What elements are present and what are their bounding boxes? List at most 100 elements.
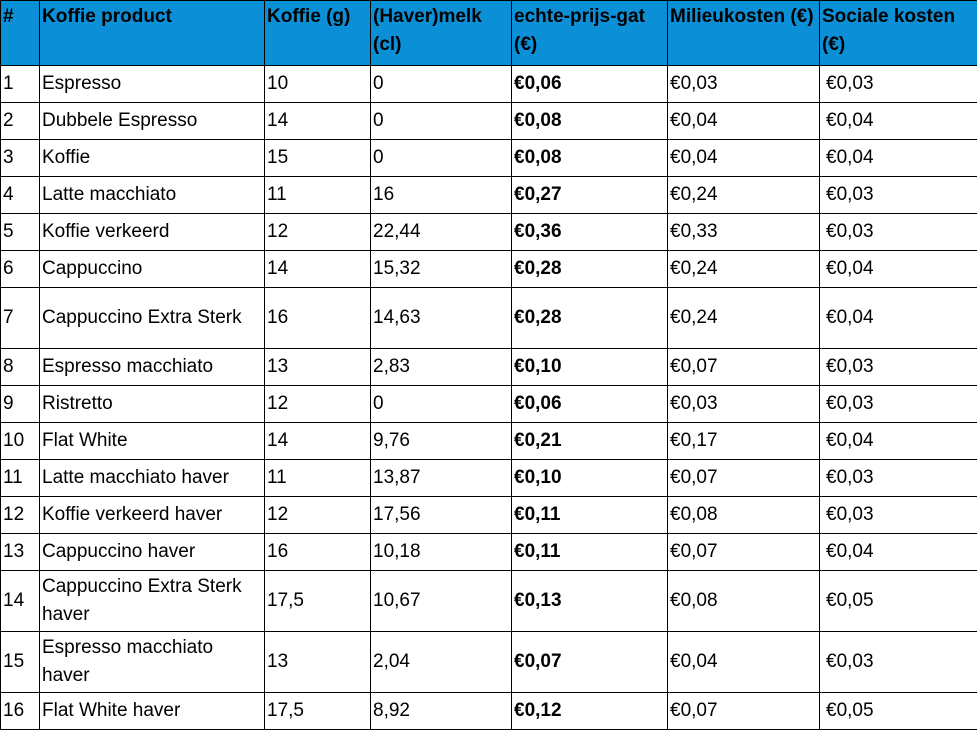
cell-number: 15 (0, 631, 40, 693)
cell-social: €0,03 (819, 496, 977, 534)
cell-product: Koffie verkeerd (39, 213, 265, 251)
cell-environmental: €0,24 (667, 287, 820, 349)
cell-coffee: 14 (264, 250, 371, 288)
cell-number: 2 (0, 102, 40, 140)
cell-product: Cappuccino Extra Sterk haver (39, 570, 265, 632)
table-row: 3 Koffie 15 0 €0,08 €0,04 €0,04 (0, 139, 977, 177)
cell-environmental: €0,08 (667, 496, 820, 534)
table-row: 2 Dubbele Espresso 14 0 €0,08 €0,04 €0,04 (0, 102, 977, 140)
cell-number: 3 (0, 139, 40, 177)
table-row: 16 Flat White haver 17,5 8,92 €0,12 €0,07 €0,0… (0, 692, 977, 730)
table-row: 6 Cappuccino 14 15,32 €0,28 €0,24 €0,04 (0, 250, 977, 288)
cell-coffee: 10 (264, 65, 371, 103)
cell-coffee: 17,5 (264, 692, 371, 730)
cell-number: 13 (0, 533, 40, 571)
cell-number: 16 (0, 692, 40, 730)
cell-social: €0,03 (819, 631, 977, 693)
table-row: 14 Cappuccino Extra Sterk haver 17,5 10,67 €… (0, 570, 977, 632)
cell-social: €0,03 (819, 213, 977, 251)
table-row: 5 Koffie verkeerd 12 22,44 €0,36 €0,33 €0,03 (0, 213, 977, 251)
table-row: 4 Latte macchiato 11 16 €0,27 €0,24 €0,03 (0, 176, 977, 214)
cell-coffee: 13 (264, 348, 371, 386)
cell-price-gap: €0,21 (511, 422, 668, 460)
cell-environmental: €0,24 (667, 176, 820, 214)
header-cell-milk: (Haver)melk (cl) (370, 0, 512, 66)
cell-environmental: €0,24 (667, 250, 820, 288)
cell-number: 8 (0, 348, 40, 386)
table-row: 10 Flat White 14 9,76 €0,21 €0,17 €0,04 (0, 422, 977, 460)
cell-price-gap: €0,08 (511, 102, 668, 140)
cell-number: 1 (0, 65, 40, 103)
cell-coffee: 12 (264, 385, 371, 423)
cell-environmental: €0,04 (667, 102, 820, 140)
cell-coffee: 17,5 (264, 570, 371, 632)
cell-price-gap: €0,27 (511, 176, 668, 214)
cell-coffee: 13 (264, 631, 371, 693)
table-row: 13 Cappuccino haver 16 10,18 €0,11 €0,07 €0,04 (0, 533, 977, 571)
cell-product: Flat White (39, 422, 265, 460)
cell-product: Espresso macchiato haver (39, 631, 265, 693)
cell-environmental: €0,07 (667, 692, 820, 730)
cell-coffee: 14 (264, 102, 371, 140)
table-row: 8 Espresso macchiato 13 2,83 €0,10 €0,07 €0,03 (0, 348, 977, 386)
cell-environmental: €0,03 (667, 385, 820, 423)
cell-coffee: 15 (264, 139, 371, 177)
cell-environmental: €0,07 (667, 348, 820, 386)
cell-coffee: 14 (264, 422, 371, 460)
cell-number: 11 (0, 459, 40, 497)
cell-number: 12 (0, 496, 40, 534)
cell-coffee: 16 (264, 533, 371, 571)
cell-environmental: €0,17 (667, 422, 820, 460)
cell-price-gap: €0,06 (511, 385, 668, 423)
cell-milk: 0 (370, 65, 512, 103)
cell-milk: 15,32 (370, 250, 512, 288)
cell-price-gap: €0,36 (511, 213, 668, 251)
header-cell-social: Sociale kosten (€) (819, 0, 977, 66)
cell-milk: 13,87 (370, 459, 512, 497)
table-row: 9 Ristretto 12 0 €0,06 €0,03 €0,03 (0, 385, 977, 423)
cell-coffee: 16 (264, 287, 371, 349)
cell-price-gap: €0,10 (511, 459, 668, 497)
cell-milk: 2,83 (370, 348, 512, 386)
cell-milk: 9,76 (370, 422, 512, 460)
cell-milk: 0 (370, 102, 512, 140)
cell-price-gap: €0,12 (511, 692, 668, 730)
cell-milk: 17,56 (370, 496, 512, 534)
cell-social: €0,04 (819, 102, 977, 140)
cell-social: €0,04 (819, 139, 977, 177)
cell-number: 10 (0, 422, 40, 460)
cell-social: €0,04 (819, 422, 977, 460)
cell-product: Ristretto (39, 385, 265, 423)
cell-social: €0,05 (819, 570, 977, 632)
header-cell-price-gap: echte-prijs-gat (€) (511, 0, 668, 66)
table-row: 11 Latte macchiato haver 11 13,87 €0,10 €0,07… (0, 459, 977, 497)
cell-price-gap: €0,07 (511, 631, 668, 693)
cell-milk: 14,63 (370, 287, 512, 349)
cell-coffee: 11 (264, 176, 371, 214)
cell-product: Latte macchiato (39, 176, 265, 214)
cell-number: 14 (0, 570, 40, 632)
cell-social: €0,04 (819, 287, 977, 349)
cell-product: Koffie (39, 139, 265, 177)
cell-price-gap: €0,11 (511, 496, 668, 534)
cell-social: €0,04 (819, 533, 977, 571)
cell-number: 5 (0, 213, 40, 251)
cell-product: Espresso (39, 65, 265, 103)
cell-price-gap: €0,10 (511, 348, 668, 386)
cell-price-gap: €0,28 (511, 250, 668, 288)
cell-product: Cappuccino haver (39, 533, 265, 571)
cell-number: 4 (0, 176, 40, 214)
cell-social: €0,03 (819, 176, 977, 214)
cell-milk: 22,44 (370, 213, 512, 251)
table-row: 15 Espresso macchiato haver 13 2,04 €0,07 €0,… (0, 631, 977, 693)
cell-milk: 0 (370, 385, 512, 423)
cell-product: Espresso macchiato (39, 348, 265, 386)
cell-environmental: €0,04 (667, 631, 820, 693)
cell-milk: 16 (370, 176, 512, 214)
cell-product: Dubbele Espresso (39, 102, 265, 140)
cell-price-gap: €0,13 (511, 570, 668, 632)
cell-milk: 8,92 (370, 692, 512, 730)
cell-price-gap: €0,06 (511, 65, 668, 103)
cell-environmental: €0,08 (667, 570, 820, 632)
